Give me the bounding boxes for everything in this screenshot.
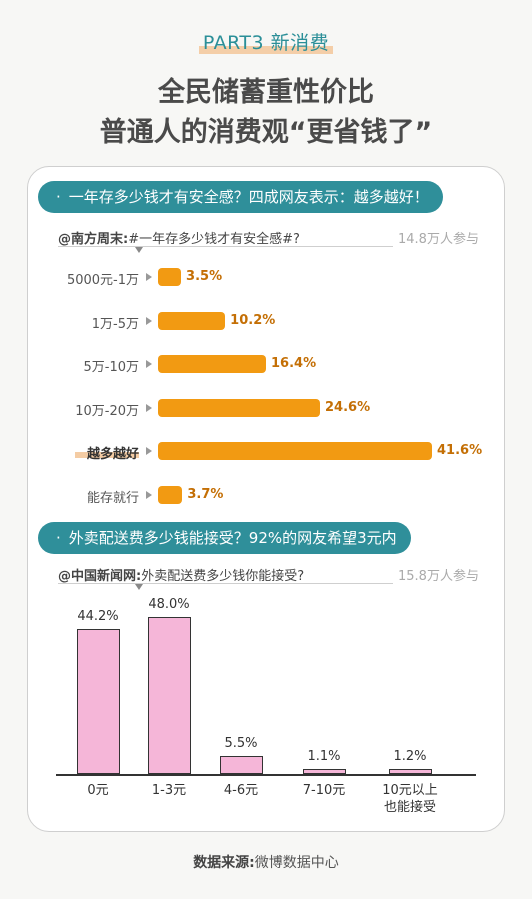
bar [219,756,263,774]
category-label: 5000元-1万 [66,273,139,288]
value-label: 3.7% [187,486,224,502]
category-label-line: 10元以上 [382,783,438,798]
data-source: 数据来源:微博数据中心 [0,852,532,872]
part-label: PART3 新消费 [0,28,532,55]
section2-divider [58,583,393,584]
value-label: 1.1% [307,749,341,764]
section1-divider [58,246,393,247]
row-arrow-icon [146,316,152,325]
survey-card: · 一年存多少钱才有安全感？四成网友表示：越多越好！ @南方周末:#一年存多少钱才… [27,166,505,832]
bar [158,311,226,330]
category-label-line: 0元 [87,783,109,798]
category-label: 10万-20万 [75,403,139,419]
category-label: 0元 [58,782,138,799]
value-label: 3.5% [186,269,223,284]
section2-source-name: @中国新闻网: [58,569,142,584]
category-label: 7-10元 [284,782,364,799]
category-label: 4-6元 [201,782,281,799]
data-source-label: 数据来源: [193,855,255,871]
category-label: 5万-10万 [83,360,139,375]
bar [147,617,191,774]
value-label: 24.6% [325,399,371,415]
bar [388,769,432,774]
section2-participants: 15.8万人参与 [398,569,479,584]
section1-source-topic: #一年存多少钱才有安全感#? [128,232,300,247]
section1-participants: 14.8万人参与 [398,232,479,247]
section2-pill: · 外卖配送费多少钱能接受？92%的网友希望3元内 [38,522,411,554]
bar [158,398,321,417]
bar [302,769,346,774]
row-arrow-icon [146,490,152,499]
section2-source-topic: 外卖配送费多少钱你能接受? [141,569,305,584]
emphasis-highlight [75,452,139,458]
value-label: 41.6% [437,443,483,458]
section1-source: @南方周末:#一年存多少钱才有安全感#? [58,228,300,247]
section2-source: @中国新闻网:外卖配送费多少钱你能接受? [58,565,304,584]
bar [158,485,183,504]
bar [158,442,432,460]
row-arrow-icon [146,447,152,455]
category-label: 10元以上也能接受 [370,782,450,816]
category-label-line: 7-10元 [302,783,346,798]
category-label-line: 也能接受 [383,800,436,815]
value-label: 1.2% [393,749,427,764]
row-arrow-icon [146,403,152,412]
row-arrow-icon [146,360,152,368]
section1-source-name: @南方周末: [58,232,129,247]
data-source-value: 微博数据中心 [254,855,339,871]
value-label: 10.2% [230,312,276,328]
category-label: 越多越好 [86,447,139,462]
page-title-line1: 全民储蓄重性价比 [158,77,374,108]
value-label: 44.2% [77,609,119,625]
bar [158,268,182,286]
section2-pill-text: 外卖配送费多少钱能接受？92%的网友希望3元内 [68,529,397,547]
category-label: 能存就行 [86,490,139,506]
category-label-line: 1-3元 [151,783,187,798]
value-label: 48.0% [148,597,190,612]
category-label: 1-3元 [129,782,209,799]
bar [158,355,267,373]
x-axis [56,774,476,776]
value-label: 16.4% [271,356,317,371]
section1-pill: · 一年存多少钱才有安全感？四成网友表示：越多越好！ [38,181,443,213]
category-label: 1万-5万 [91,316,139,332]
section2-pointer [135,584,143,590]
category-label-line: 4-6元 [223,783,259,798]
page-title-line2: 普通人的消费观“更省钱了” [99,117,433,148]
section1-pointer [135,247,143,253]
row-arrow-icon [146,273,152,281]
bar [76,629,120,774]
value-label: 5.5% [224,736,258,751]
section1-pill-text: 一年存多少钱才有安全感？四成网友表示：越多越好！ [68,188,429,206]
